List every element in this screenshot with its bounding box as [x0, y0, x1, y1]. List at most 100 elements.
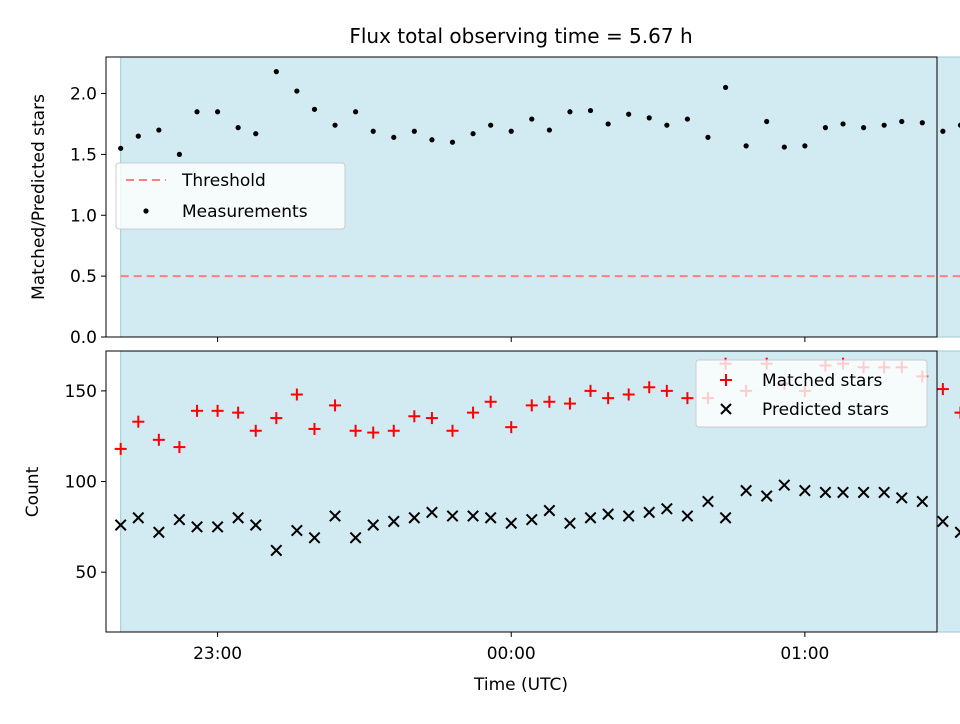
measurement-point: [957, 122, 960, 128]
matched-point: [290, 388, 303, 401]
matched-point: [954, 406, 960, 419]
predicted-point: [760, 490, 773, 502]
predicted-point: [719, 511, 732, 524]
predicted-point: [681, 510, 694, 522]
measurement-point: [764, 118, 770, 125]
measurement-point: [488, 122, 494, 128]
predicted-point: [211, 520, 224, 533]
measurement-point: [940, 128, 946, 134]
top-panel: 0.00.51.01.52.0 Matched/Predicted stars …: [29, 56, 960, 348]
predicted-point: [525, 513, 538, 526]
bottom-ytick-label: 50: [75, 563, 97, 583]
predicted-point: [702, 495, 714, 508]
predicted-point: [857, 486, 870, 499]
x-tick-label: 23:00: [193, 644, 242, 664]
top-ytick-label: 1.5: [70, 145, 97, 165]
legend-predicted-label: Predicted stars: [762, 400, 889, 420]
measurement-point: [567, 109, 573, 115]
measurement-point: [253, 131, 259, 137]
measurement-point: [626, 111, 632, 117]
matched-point: [681, 392, 694, 405]
top-ytick-label: 0.5: [70, 267, 97, 287]
matched-point: [602, 392, 615, 405]
measurement-point: [860, 125, 867, 131]
predicted-point: [173, 513, 186, 526]
top-ylabel: Matched/Predicted stars: [29, 94, 49, 300]
predicted-point: [132, 511, 145, 524]
bottom-ytick-label: 100: [65, 473, 97, 493]
top-ytick-label: 1.0: [70, 206, 97, 226]
matched-point: [173, 441, 186, 454]
predicted-point: [249, 519, 262, 531]
matched-point: [543, 395, 556, 408]
matched-point: [408, 410, 421, 423]
predicted-point: [916, 495, 929, 508]
matched-point: [936, 383, 949, 396]
measurement-point: [194, 109, 200, 115]
predicted-point: [584, 511, 597, 524]
measurement-point: [743, 143, 749, 149]
predicted-point: [543, 504, 556, 517]
top-legend: Threshold Measurements: [115, 162, 346, 230]
predicted-point: [446, 510, 459, 522]
legend-matched-swatch: [720, 374, 732, 386]
measurement-point: [881, 122, 887, 128]
legend-predicted-swatch: [720, 403, 732, 415]
matched-point: [425, 412, 438, 425]
measurement-point: [470, 131, 476, 137]
matched-point: [152, 433, 165, 446]
measurement-point: [605, 121, 611, 127]
matched-point: [249, 424, 262, 437]
predicted-point: [878, 486, 891, 499]
x-tick-label: 00:00: [487, 644, 536, 664]
measurement-point: [449, 139, 456, 145]
bottom-axes-frame: [105, 350, 938, 633]
matched-point: [484, 395, 497, 408]
measurement-point: [176, 151, 183, 157]
legend-measurements-label: Measurements: [182, 202, 308, 222]
predicted-point: [232, 511, 245, 524]
predicted-point: [484, 511, 497, 524]
matched-point: [584, 384, 597, 397]
measurement-point: [919, 120, 925, 126]
matched-point: [643, 381, 656, 394]
measurement-point: [411, 128, 417, 134]
predicted-point: [367, 519, 380, 531]
measurement-point: [332, 122, 338, 128]
bottom-ytick-label: 150: [65, 382, 97, 402]
measurement-point: [352, 109, 359, 115]
measurement-point: [722, 84, 729, 91]
matched-point: [308, 422, 321, 435]
measurement-point: [429, 137, 435, 143]
matched-point: [367, 426, 380, 439]
measurement-point: [156, 127, 162, 133]
predicted-point: [819, 486, 832, 499]
matched-point: [446, 424, 459, 437]
x-axis-label: Time (UTC): [473, 675, 568, 695]
predicted-point: [426, 506, 438, 519]
legend-threshold-label: Threshold: [181, 171, 266, 191]
top-axes-frame: [105, 56, 938, 338]
matched-point: [660, 384, 673, 397]
measurement-point: [802, 143, 808, 149]
matched-point: [132, 415, 145, 428]
measurement-point: [508, 128, 514, 134]
measurement-point: [705, 134, 711, 140]
predicted-point: [740, 484, 753, 497]
legend-measurements-swatch: [143, 208, 149, 214]
predicted-point: [936, 515, 949, 528]
matched-point: [622, 388, 635, 401]
predicted-point: [387, 515, 400, 528]
matched-point: [191, 404, 204, 417]
matched-point: [505, 421, 518, 434]
matched-point: [270, 412, 283, 425]
predicted-point: [602, 508, 615, 521]
measurement-point: [684, 116, 691, 122]
predicted-point: [349, 531, 362, 544]
measurement-point: [822, 125, 829, 131]
predicted-point: [408, 511, 421, 524]
matched-point: [232, 406, 245, 419]
predicted-point: [564, 517, 576, 530]
predicted-point: [152, 526, 165, 539]
top-ytick-label: 2.0: [70, 85, 97, 105]
